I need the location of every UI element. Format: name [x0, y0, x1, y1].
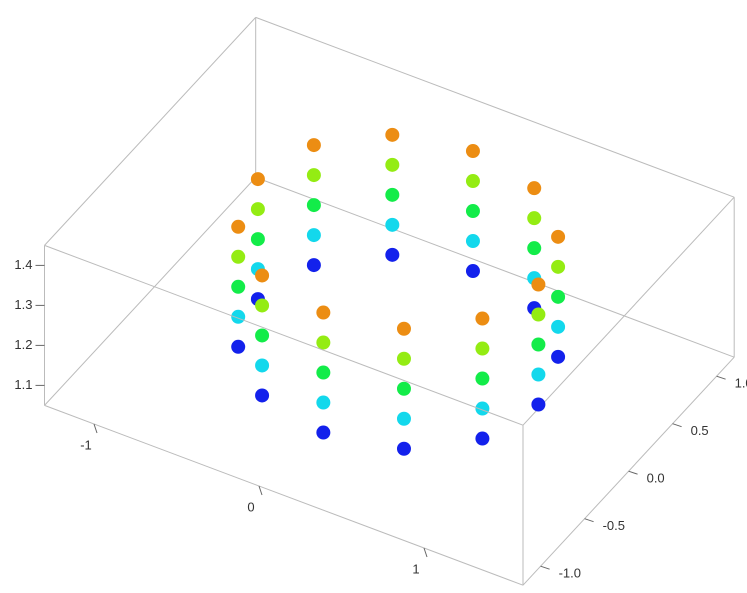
box-edge: [44, 177, 257, 406]
point: [385, 187, 400, 202]
x-tick-label: -1: [80, 437, 92, 452]
point: [396, 321, 411, 336]
point: [527, 181, 542, 196]
point: [316, 425, 331, 440]
point: [385, 127, 400, 142]
box-edge: [44, 17, 257, 246]
point: [316, 335, 331, 350]
point: [250, 202, 265, 217]
point: [316, 395, 331, 410]
point: [531, 307, 546, 322]
z-tick-label: 1.4: [14, 257, 32, 272]
x-tick: [423, 547, 428, 558]
point: [475, 341, 490, 356]
x-tick: [93, 423, 98, 434]
x-tick-label: 0: [247, 499, 254, 514]
point: [306, 198, 321, 213]
point: [475, 431, 490, 446]
z-tick-label: 1.2: [14, 337, 32, 352]
point: [255, 268, 270, 283]
point: [531, 337, 546, 352]
point: [396, 351, 411, 366]
point: [527, 211, 542, 226]
y-tick-label: 1.0: [735, 376, 747, 391]
y-tick-label: -0.5: [603, 518, 625, 533]
y-tick: [716, 375, 726, 380]
y-tick: [628, 470, 638, 475]
point: [396, 381, 411, 396]
point: [255, 328, 270, 343]
point: [551, 319, 566, 334]
x-tick-label: 1: [412, 561, 419, 576]
point: [385, 247, 400, 262]
y-tick-label: 0.5: [691, 423, 709, 438]
box-edge: [44, 244, 524, 426]
point: [465, 174, 480, 189]
point: [316, 305, 331, 320]
point: [306, 258, 321, 273]
point: [527, 241, 542, 256]
point: [396, 441, 411, 456]
point: [250, 172, 265, 187]
point: [385, 217, 400, 232]
point: [306, 138, 321, 153]
z-tick-label: 1.1: [14, 377, 32, 392]
box-edge: [255, 176, 735, 358]
point: [551, 229, 566, 244]
point: [475, 401, 490, 416]
y-tick: [672, 423, 682, 428]
point: [465, 264, 480, 279]
point: [551, 259, 566, 274]
point: [396, 411, 411, 426]
box-edge: [44, 404, 524, 586]
point: [231, 309, 246, 324]
point: [255, 298, 270, 313]
point: [231, 219, 246, 234]
point: [531, 397, 546, 412]
point: [475, 371, 490, 386]
z-tick-label: 1.3: [14, 297, 32, 312]
y-tick: [540, 565, 550, 570]
point: [231, 279, 246, 294]
box-edge: [522, 196, 735, 426]
point: [231, 339, 246, 354]
point: [306, 228, 321, 243]
point: [255, 358, 270, 373]
point: [531, 277, 546, 292]
point: [250, 232, 265, 247]
point: [531, 367, 546, 382]
point: [475, 311, 490, 326]
point: [385, 157, 400, 172]
y-tick: [584, 518, 594, 523]
point: [231, 249, 246, 264]
point: [306, 168, 321, 183]
box-edge: [255, 16, 735, 198]
point: [551, 289, 566, 304]
point: [316, 365, 331, 380]
y-tick-label: 0.0: [647, 471, 665, 486]
point: [465, 204, 480, 219]
y-tick-label: -1.0: [559, 566, 581, 581]
point: [551, 349, 566, 364]
point: [465, 144, 480, 159]
x-tick: [258, 485, 263, 496]
point: [465, 234, 480, 249]
point: [255, 388, 270, 403]
